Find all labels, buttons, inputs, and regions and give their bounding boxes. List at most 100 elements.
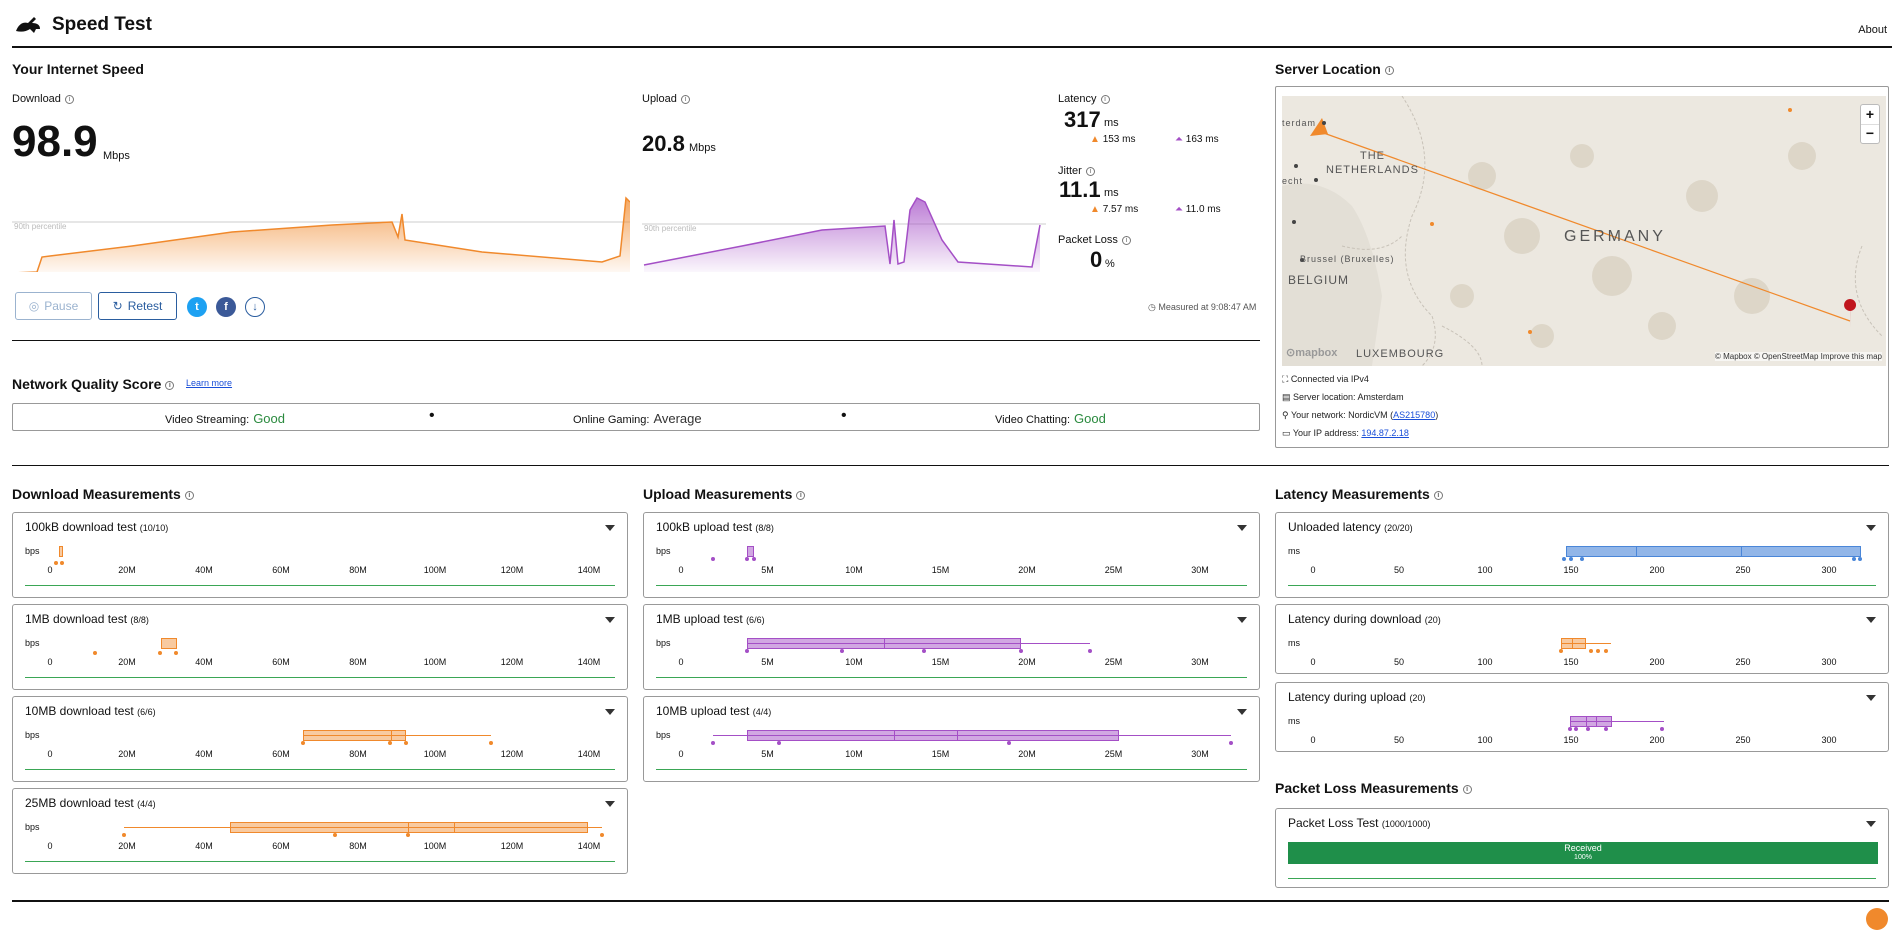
data-point [404, 741, 408, 745]
data-point [174, 651, 178, 655]
measurement-card[interactable]: Latency during download (20) ms 0 50 100 150… [1275, 604, 1889, 674]
axis-tick: 20M [1018, 565, 1036, 575]
measurement-card[interactable]: 25MB download test (4/4) bps 0 20M 40M 60M 80… [12, 788, 628, 874]
info-icon[interactable]: i [680, 94, 690, 104]
data-point [122, 833, 126, 837]
info-icon[interactable]: i [64, 94, 74, 104]
data-point [60, 561, 64, 565]
pause-icon: ◎ [28, 299, 40, 313]
axis-tick: 100M [423, 841, 447, 851]
axis-tick: 5M [761, 565, 774, 575]
server-icon: ▤ [1282, 392, 1294, 402]
zoom-in-button[interactable]: + [1861, 105, 1879, 125]
map-label-amsterdam: terdam [1282, 118, 1317, 128]
box-plot [230, 822, 588, 833]
chevron-down-icon[interactable] [1866, 525, 1876, 531]
info-icon[interactable]: i [1433, 490, 1443, 500]
twitter-share-icon[interactable]: t [187, 297, 207, 317]
download-results-icon[interactable]: ↓ [245, 297, 265, 317]
box-median [391, 730, 392, 741]
info-icon[interactable]: i [1462, 784, 1472, 794]
data-point [600, 833, 604, 837]
map-credits[interactable]: © Mapbox © OpenStreetMap Improve this ma… [1715, 352, 1882, 361]
measurement-card[interactable]: 10MB upload test (4/4) bps 0 5M 10M 15M 20M 25… [643, 696, 1260, 782]
measurement-title: Unloaded latency (20/20) [1288, 520, 1413, 534]
chevron-down-icon[interactable] [605, 617, 615, 623]
server-location-info: ▤ Server location: Amsterdam [1282, 392, 1404, 402]
learn-more-link[interactable]: Learn more [186, 378, 233, 388]
chevron-down-icon[interactable] [605, 709, 615, 715]
data-point [1007, 741, 1011, 745]
info-icon[interactable]: i [165, 380, 175, 390]
axis-unit: bps [656, 546, 671, 556]
zoom-out-button[interactable]: − [1865, 125, 1875, 141]
quality-box: Video Streaming: Good • Online Gaming: Ave… [12, 403, 1260, 431]
map-label-luxembourg: LUXEMBOURG [1356, 348, 1445, 360]
chevron-down-icon[interactable] [1866, 821, 1876, 827]
upload-chart: 90th percentile [642, 197, 1046, 272]
info-icon[interactable]: i [796, 490, 806, 500]
facebook-share-icon[interactable]: f [216, 297, 236, 317]
measurement-card[interactable]: 1MB upload test (6/6) bps 0 5M 10M 15M 20M 25M… [643, 604, 1260, 690]
feedback-bubble-icon[interactable] [1866, 908, 1888, 930]
packet-loss-value: 0 [1090, 247, 1103, 272]
axis-tick: 10M [845, 657, 863, 667]
chevron-down-icon[interactable] [605, 525, 615, 531]
info-icon[interactable]: i [1085, 166, 1095, 176]
measurement-card[interactable]: 100kB upload test (8/8) bps 0 5M 10M 15M 20M 2… [643, 512, 1260, 598]
axis-tick: 100 [1477, 735, 1493, 745]
baseline [656, 677, 1247, 678]
data-point [1574, 727, 1578, 731]
divider [12, 465, 1889, 466]
connected-via: ⛶ Connected via IPv4 [1282, 374, 1369, 384]
axis-tick: 25M [1104, 657, 1123, 667]
data-point [711, 741, 715, 745]
jitter-label: Jitter i [1058, 165, 1095, 177]
pause-button[interactable]: ◎ Pause [15, 292, 92, 320]
info-icon[interactable]: i [184, 490, 194, 500]
data-point [1596, 649, 1600, 653]
box-plot [161, 638, 177, 649]
chevron-down-icon[interactable] [1237, 617, 1247, 623]
download-measurements-title: Download Measurements i [12, 486, 194, 502]
chevron-down-icon[interactable] [1866, 617, 1876, 623]
axis-unit: bps [25, 638, 40, 648]
data-point [745, 649, 749, 653]
box-plot [747, 546, 754, 557]
info-icon[interactable]: i [1384, 65, 1394, 75]
divider [12, 900, 1889, 902]
server-map[interactable]: terdam echt THE NETHERLANDS GERMANY Brus… [1282, 96, 1886, 366]
info-icon[interactable]: i [1121, 235, 1131, 245]
location-pin-icon: ⚲ [1282, 410, 1291, 420]
box-plot [1561, 638, 1586, 649]
measurement-card[interactable]: 10MB download test (6/6) bps 0 20M 40M 60M 80… [12, 696, 628, 782]
data-point [711, 557, 715, 561]
measurement-card[interactable]: Latency during upload (20) ms 0 50 100 150 20… [1275, 682, 1889, 752]
axis-tick: 30M [1191, 657, 1209, 667]
measured-at: ◷ Measured at 9:08:47 AM [1148, 302, 1257, 312]
about-link[interactable]: About [1858, 24, 1887, 36]
chevron-down-icon[interactable] [605, 801, 615, 807]
data-point [1568, 727, 1572, 731]
chevron-down-icon[interactable] [1237, 525, 1247, 531]
chevron-down-icon[interactable] [1237, 709, 1247, 715]
as-number-link[interactable]: AS215780 [1393, 410, 1436, 420]
axis-unit: bps [25, 822, 40, 832]
retest-button[interactable]: ↻ Retest [98, 292, 177, 320]
axis-tick: 10M [845, 565, 863, 575]
upload-label: Upload i [642, 93, 690, 105]
measurement-card[interactable]: 1MB download test (8/8) bps 0 20M 40M 60M 80M… [12, 604, 628, 690]
axis-tick: 80M [349, 565, 367, 575]
axis-unit: bps [25, 730, 40, 740]
measurement-card[interactable]: 100kB download test (10/10) bps 0 20M 40M 60… [12, 512, 628, 598]
ip-address-link[interactable]: 194.87.2.18 [1361, 428, 1409, 438]
chevron-down-icon[interactable] [1866, 695, 1876, 701]
axis-tick: 30M [1191, 565, 1209, 575]
axis-tick: 0 [47, 565, 53, 575]
map-label-the: THE [1360, 150, 1385, 162]
axis-tick: 300 [1821, 565, 1837, 575]
baseline [656, 769, 1247, 770]
info-icon[interactable]: i [1100, 94, 1110, 104]
measurement-card[interactable]: Unloaded latency (20/20) ms 0 50 100 150 200 2… [1275, 512, 1889, 598]
data-point [777, 741, 781, 745]
